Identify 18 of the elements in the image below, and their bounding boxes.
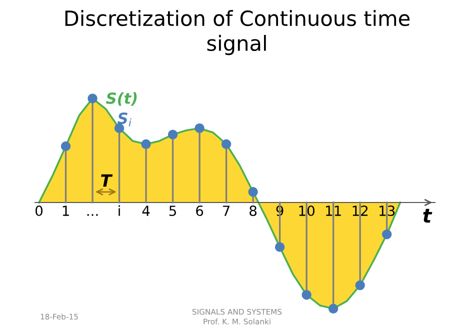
x-tick-label: 11 (326, 206, 341, 216)
x-tick-label: 13 (380, 206, 395, 216)
x-tick-label: 4 (142, 206, 150, 216)
x-tick-label: 10 (299, 206, 314, 216)
x-tick-label: 5 (169, 206, 176, 216)
x-tick-label: 8 (250, 206, 257, 216)
x-tick-label: ... (87, 214, 98, 216)
x-tick-label: 1 (62, 206, 69, 216)
annotation: T (101, 174, 113, 187)
chart-title: Discretization of Continuous time signal (65, 10, 410, 56)
x-axis-title: t (423, 208, 432, 223)
x-tick-label: 6 (196, 206, 204, 216)
series-label: S(t) (106, 92, 137, 106)
x-tick-label: 7 (223, 206, 230, 216)
x-tick-label: 12 (352, 206, 368, 216)
series-label: S$_{i}$ (118, 112, 132, 126)
x-tick-label: i (118, 205, 120, 216)
x-tick-label: 0 (36, 206, 43, 216)
